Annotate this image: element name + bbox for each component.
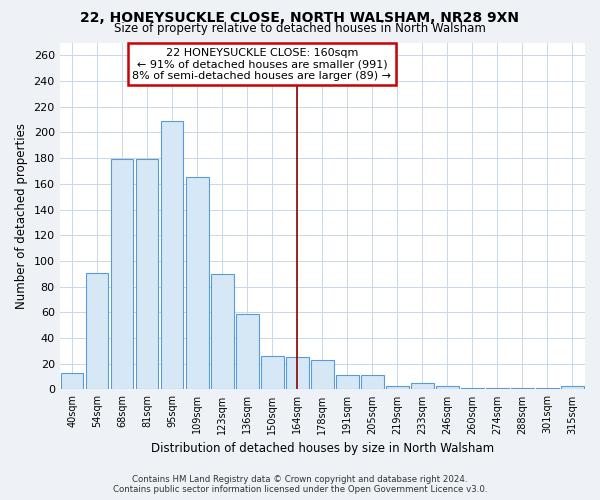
- Bar: [161, 121, 184, 390]
- Text: 22 HONEYSUCKLE CLOSE: 160sqm
← 91% of detached houses are smaller (991)
8% of se: 22 HONEYSUCKLE CLOSE: 160sqm ← 91% of de…: [133, 48, 391, 81]
- Text: Contains HM Land Registry data © Crown copyright and database right 2024.
Contai: Contains HM Land Registry data © Crown c…: [113, 474, 487, 494]
- X-axis label: Distribution of detached houses by size in North Walsham: Distribution of detached houses by size …: [151, 442, 494, 455]
- Bar: [261, 356, 284, 390]
- Bar: [536, 388, 559, 390]
- Bar: [436, 386, 458, 390]
- Bar: [386, 386, 409, 390]
- Bar: [86, 272, 109, 390]
- Bar: [111, 160, 133, 390]
- Bar: [486, 388, 509, 390]
- Bar: [61, 372, 83, 390]
- Bar: [336, 376, 359, 390]
- Y-axis label: Number of detached properties: Number of detached properties: [15, 123, 28, 309]
- Text: Size of property relative to detached houses in North Walsham: Size of property relative to detached ho…: [114, 22, 486, 35]
- Bar: [511, 388, 534, 390]
- Bar: [561, 386, 584, 390]
- Text: 22, HONEYSUCKLE CLOSE, NORTH WALSHAM, NR28 9XN: 22, HONEYSUCKLE CLOSE, NORTH WALSHAM, NR…: [80, 11, 520, 25]
- Bar: [286, 358, 308, 390]
- Bar: [136, 160, 158, 390]
- Bar: [236, 314, 259, 390]
- Bar: [186, 178, 209, 390]
- Bar: [361, 376, 383, 390]
- Bar: [461, 388, 484, 390]
- Bar: [211, 274, 233, 390]
- Bar: [411, 383, 434, 390]
- Bar: [311, 360, 334, 390]
